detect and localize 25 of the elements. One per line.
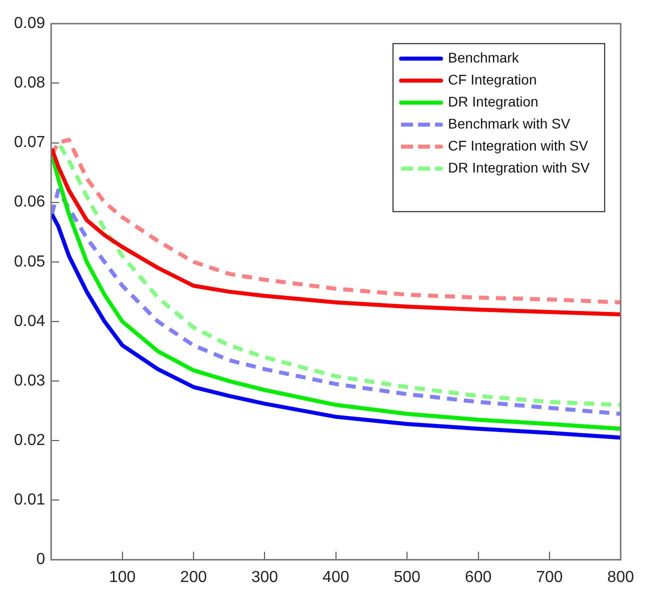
line-series — [51, 188, 621, 416]
x-tick-label: 600 — [464, 568, 492, 586]
y-tick-label: 0.01 — [14, 492, 46, 509]
x-tick-label: 800 — [607, 568, 634, 586]
y-tick-label: 0.09 — [14, 15, 46, 32]
legend-label: DR Integration — [448, 93, 538, 110]
y-tick-label: 0.04 — [14, 312, 46, 330]
y-tick-label: 0.05 — [14, 253, 46, 270]
legend-label: Benchmark with SV — [448, 115, 571, 132]
x-tick-label: 100 — [108, 568, 136, 586]
x-tick-label: 700 — [536, 568, 563, 586]
y-tick-label: 0.06 — [14, 194, 46, 211]
y-tick-label: 0 — [36, 551, 46, 568]
x-tick-label: 400 — [322, 568, 350, 586]
legend-label: DR Integration with SV — [448, 159, 590, 176]
x-tick-label: 500 — [394, 568, 421, 586]
x-tick-label: 300 — [251, 568, 278, 586]
x-tick-label: 200 — [180, 568, 207, 586]
y-tick-label: 0.02 — [14, 432, 46, 450]
y-tick-label: 0.03 — [14, 372, 46, 390]
legend-label: CF Integration — [448, 71, 537, 88]
y-tick-label: 0.08 — [14, 74, 46, 92]
legend-label: CF Integration with SV — [448, 137, 589, 154]
y-tick-label: 0.07 — [14, 134, 46, 152]
legend-label: Benchmark — [448, 49, 520, 66]
